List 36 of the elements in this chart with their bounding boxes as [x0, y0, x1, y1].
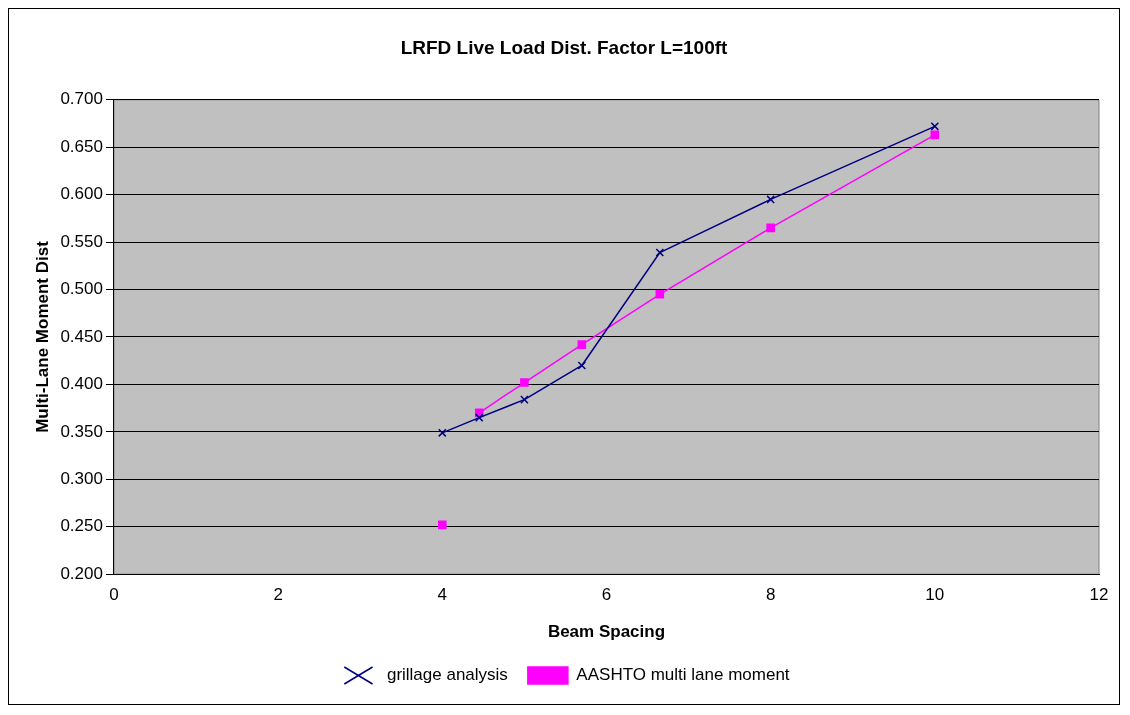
y-tick-label: 0.500 — [60, 279, 103, 299]
chart-title: LRFD Live Load Dist. Factor L=100ft — [400, 36, 729, 58]
point — [577, 340, 587, 349]
y-tick-label: 0.600 — [60, 184, 103, 204]
y-tick-label: 0.550 — [60, 231, 103, 251]
point — [766, 223, 775, 233]
point — [520, 395, 529, 404]
point — [930, 122, 940, 131]
point — [438, 428, 447, 438]
point — [577, 361, 587, 370]
y-tick-label: 0.700 — [60, 89, 103, 109]
x-tick-label: 10 — [925, 585, 945, 605]
x-tick-label: 8 — [765, 585, 776, 605]
y-tick-label: 0.250 — [60, 516, 103, 536]
point — [520, 378, 529, 387]
x-tick-label: 2 — [273, 585, 283, 605]
point — [655, 290, 665, 299]
y-tick-label: 0.350 — [60, 421, 103, 441]
point — [930, 130, 940, 140]
x-tick-label: 6 — [601, 585, 612, 605]
y-tick-label: 0.200 — [60, 563, 103, 583]
point — [766, 195, 775, 204]
legend-label: grillage analysis — [386, 665, 508, 685]
point — [474, 413, 484, 422]
point — [655, 248, 665, 257]
point — [438, 520, 447, 530]
y-tick-label: 0.650 — [60, 136, 103, 156]
legend-label: AASHTO multi lane moment — [576, 665, 790, 685]
x-tick-label: 4 — [437, 585, 448, 605]
x-tick-label: 0 — [109, 585, 119, 605]
x-tick-label: 12 — [1089, 585, 1109, 605]
y-tick-label: 0.450 — [60, 326, 103, 346]
x-axis-title: Beam Spacing — [547, 622, 666, 642]
y-tick-label: 0.400 — [60, 374, 103, 394]
y-tick-label: 0.300 — [60, 469, 103, 489]
y-axis-title: Multi-Lane Moment Dist — [32, 240, 52, 433]
